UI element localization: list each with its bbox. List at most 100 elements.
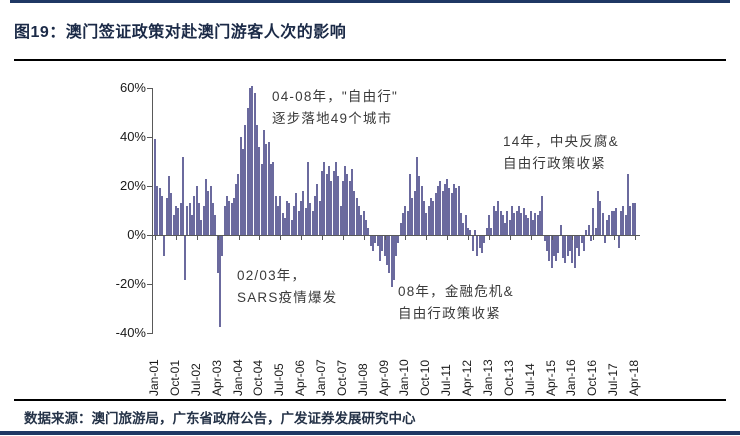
bar — [587, 225, 590, 235]
bar — [620, 210, 623, 235]
x-axis-tick — [530, 235, 532, 240]
bar — [541, 195, 544, 235]
x-axis-tick — [551, 235, 553, 240]
bar — [314, 195, 316, 235]
bar — [369, 236, 372, 246]
bar — [439, 181, 442, 235]
x-axis-label: Jan-01 — [147, 359, 161, 396]
bar — [327, 166, 330, 235]
bar — [476, 236, 479, 256]
bar — [418, 176, 421, 235]
bar — [397, 236, 400, 244]
bar — [177, 208, 180, 235]
bar — [622, 205, 625, 235]
bar — [242, 149, 245, 235]
bar — [286, 200, 289, 235]
bar — [198, 203, 201, 235]
bar — [337, 176, 340, 235]
bar — [448, 188, 451, 235]
bar — [253, 92, 256, 235]
bar — [629, 205, 632, 235]
bar — [267, 141, 270, 235]
bar — [557, 236, 560, 254]
annotation-line: 逐步落地49个城市 — [272, 111, 393, 126]
bar — [548, 236, 551, 261]
bar — [395, 236, 398, 256]
x-axis-label: Apr-06 — [293, 359, 308, 396]
bar — [362, 210, 365, 235]
bar — [358, 205, 361, 235]
x-axis-tick — [280, 235, 282, 240]
x-axis-tick — [217, 235, 219, 240]
x-axis-tick — [363, 235, 365, 240]
bar — [221, 236, 224, 256]
bar — [480, 236, 483, 254]
bar — [316, 183, 319, 235]
bar — [634, 203, 636, 235]
bar — [320, 171, 323, 235]
bar — [167, 176, 170, 235]
bar — [390, 236, 393, 288]
annotation-line: 自由行政策收紧 — [398, 306, 501, 321]
bar — [325, 173, 328, 235]
bar — [555, 236, 558, 261]
bar — [631, 203, 634, 235]
y-axis-label: 60% — [119, 80, 146, 95]
bar — [617, 236, 620, 249]
bar — [188, 203, 191, 235]
bar — [281, 212, 284, 235]
bar — [346, 173, 349, 235]
bar — [409, 173, 412, 235]
bar — [520, 212, 523, 235]
bar — [592, 208, 595, 235]
bar — [436, 186, 439, 235]
y-axis-tick — [147, 235, 152, 236]
bar — [311, 210, 314, 235]
bar — [594, 227, 597, 235]
y-axis-line — [152, 88, 153, 334]
bar — [522, 208, 525, 235]
bar — [601, 212, 604, 235]
bar — [538, 210, 541, 235]
bar — [365, 220, 367, 235]
bar — [515, 210, 518, 235]
x-axis-label: Jul-14 — [522, 363, 537, 396]
x-axis-label: Oct-16 — [585, 359, 600, 396]
bar — [531, 220, 534, 235]
bar — [543, 236, 546, 241]
bar — [485, 227, 488, 235]
bar — [420, 186, 423, 235]
bar — [492, 205, 495, 235]
bar — [265, 144, 268, 235]
bar — [483, 236, 486, 244]
bar — [156, 186, 159, 235]
bar — [235, 183, 238, 235]
annotation-free-travel: 04-08年，"自由行" 逐步落地49个城市 — [272, 86, 398, 130]
bar — [191, 215, 194, 235]
bar — [434, 193, 437, 235]
bar — [300, 200, 303, 235]
x-axis-label: Jan-13 — [480, 359, 495, 396]
bar — [534, 212, 537, 235]
bar — [309, 203, 312, 235]
x-axis-tick — [196, 235, 198, 240]
bar — [290, 220, 293, 235]
bar — [214, 215, 217, 235]
bar — [371, 236, 374, 251]
bar — [348, 181, 351, 235]
bar — [608, 215, 611, 235]
bar — [272, 161, 275, 235]
bar — [518, 205, 521, 235]
bar — [402, 212, 405, 235]
x-axis-label: Oct-04 — [251, 359, 266, 396]
bar — [497, 200, 500, 235]
bar — [525, 215, 527, 235]
bar — [385, 236, 388, 266]
bar — [193, 195, 196, 235]
x-axis-label: Apr-15 — [543, 359, 558, 396]
bar — [511, 205, 514, 235]
annotation-anti-corruption: 14年，中央反腐& 自由行政策收紧 — [503, 131, 619, 175]
bar — [279, 195, 282, 235]
bar — [302, 190, 305, 235]
